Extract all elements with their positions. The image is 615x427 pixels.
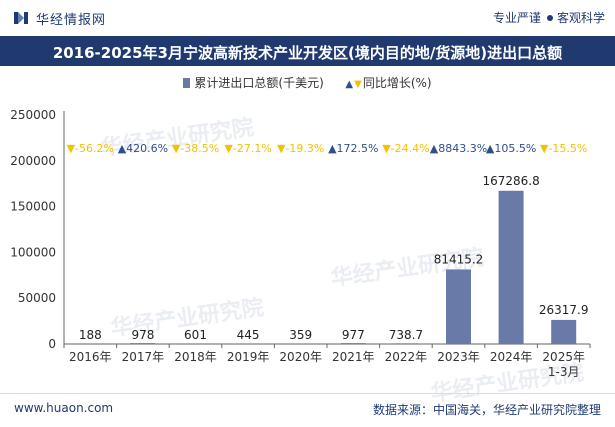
brand-name: 华经情报网 [36,13,107,28]
growth-down-label: ▼-56.2% [67,142,114,155]
footer-divider [0,393,615,394]
tagline-right: 客观科学 [556,11,605,25]
bar [130,343,156,344]
bar-value-label: 978 [131,328,154,342]
growth-down-label: ▼-27.1% [224,142,271,155]
legend-bar-label: 累计进出口总额(千美元) [194,76,324,90]
legend-up-triangle-icon: ▲ [345,79,354,90]
legend-bar-swatch [183,78,191,88]
legend-down-triangle-icon: ▼ [354,79,362,90]
growth-down-label: ▼-15.5% [540,142,587,155]
growth-up-label: ▲105.5% [486,142,536,155]
tagline-dot-icon [546,15,553,21]
x-tick-label: 1-3月 [548,365,580,379]
bar [77,343,103,344]
x-tick-label: 2016年 [69,350,112,364]
chart-title: 2016-2025年3月宁波高新技术产业开发区(境内目的地/货源地)进出口总额 [52,44,563,62]
x-tick-label: 2024年 [490,350,533,364]
bar-value-label: 188 [79,328,102,342]
growth-down-label: ▼-19.3% [277,142,324,155]
x-tick-label: 2019年 [227,350,270,364]
bar-value-label: 167286.8 [482,174,539,188]
bar [288,343,314,344]
growth-up-label: ▲172.5% [328,142,378,155]
y-tick-label: 150000 [10,200,56,214]
bar [183,343,208,344]
x-tick-label: 2018年 [174,350,217,364]
bar-value-label: 359 [289,328,312,342]
bar [235,343,261,344]
top-bar: 华经情报网 专业严谨 客观科学 [0,0,615,36]
bar-value-label: 445 [237,328,260,342]
growth-up-label: ▲420.6% [118,142,168,155]
brand-logo-icon [14,12,28,24]
chart-legend: 累计进出口总额(千美元) ▲▼同比增长(%) [0,74,615,91]
y-tick-label: 50000 [18,291,56,305]
growth-down-label: ▼-38.5% [172,142,219,155]
bar-value-label: 601 [184,328,207,342]
bar-value-label: 738.7 [389,328,423,342]
y-tick-label: 250000 [10,108,56,122]
y-tick-label: 100000 [10,245,56,259]
bar [551,319,577,344]
title-band: 2016-2025年3月宁波高新技术产业开发区(境内目的地/货源地)进出口总额 [0,36,615,66]
legend-line-label: 同比增长(%) [362,76,432,90]
tagline: 专业严谨 客观科学 [493,9,605,26]
bar [340,343,366,344]
tagline-left: 专业严谨 [492,11,541,25]
x-tick-label: 2017年 [122,350,165,364]
x-tick-label: 2021年 [332,350,375,364]
y-tick-label: 0 [48,337,56,351]
footer-source: 数据来源：中国海关，华经产业研究院整理 [372,403,601,417]
bar-value-label: 26317.9 [539,303,589,317]
bar-value-label: 977 [342,328,365,342]
bar-value-label: 81415.2 [434,252,484,266]
growth-down-label: ▼-24.4% [382,142,429,155]
bar [446,269,471,344]
growth-up-label: ▲8843.3% [430,142,487,155]
x-tick-label: 2023年 [437,350,480,364]
footer-url[interactable]: www.huaon.com [14,401,114,415]
bar [498,190,524,344]
y-tick-label: 200000 [10,154,56,168]
x-tick-label: 2020年 [279,350,322,364]
x-tick-label: 2022年 [385,350,428,364]
x-tick-label: 2025年 [542,350,585,364]
bar [393,343,419,344]
